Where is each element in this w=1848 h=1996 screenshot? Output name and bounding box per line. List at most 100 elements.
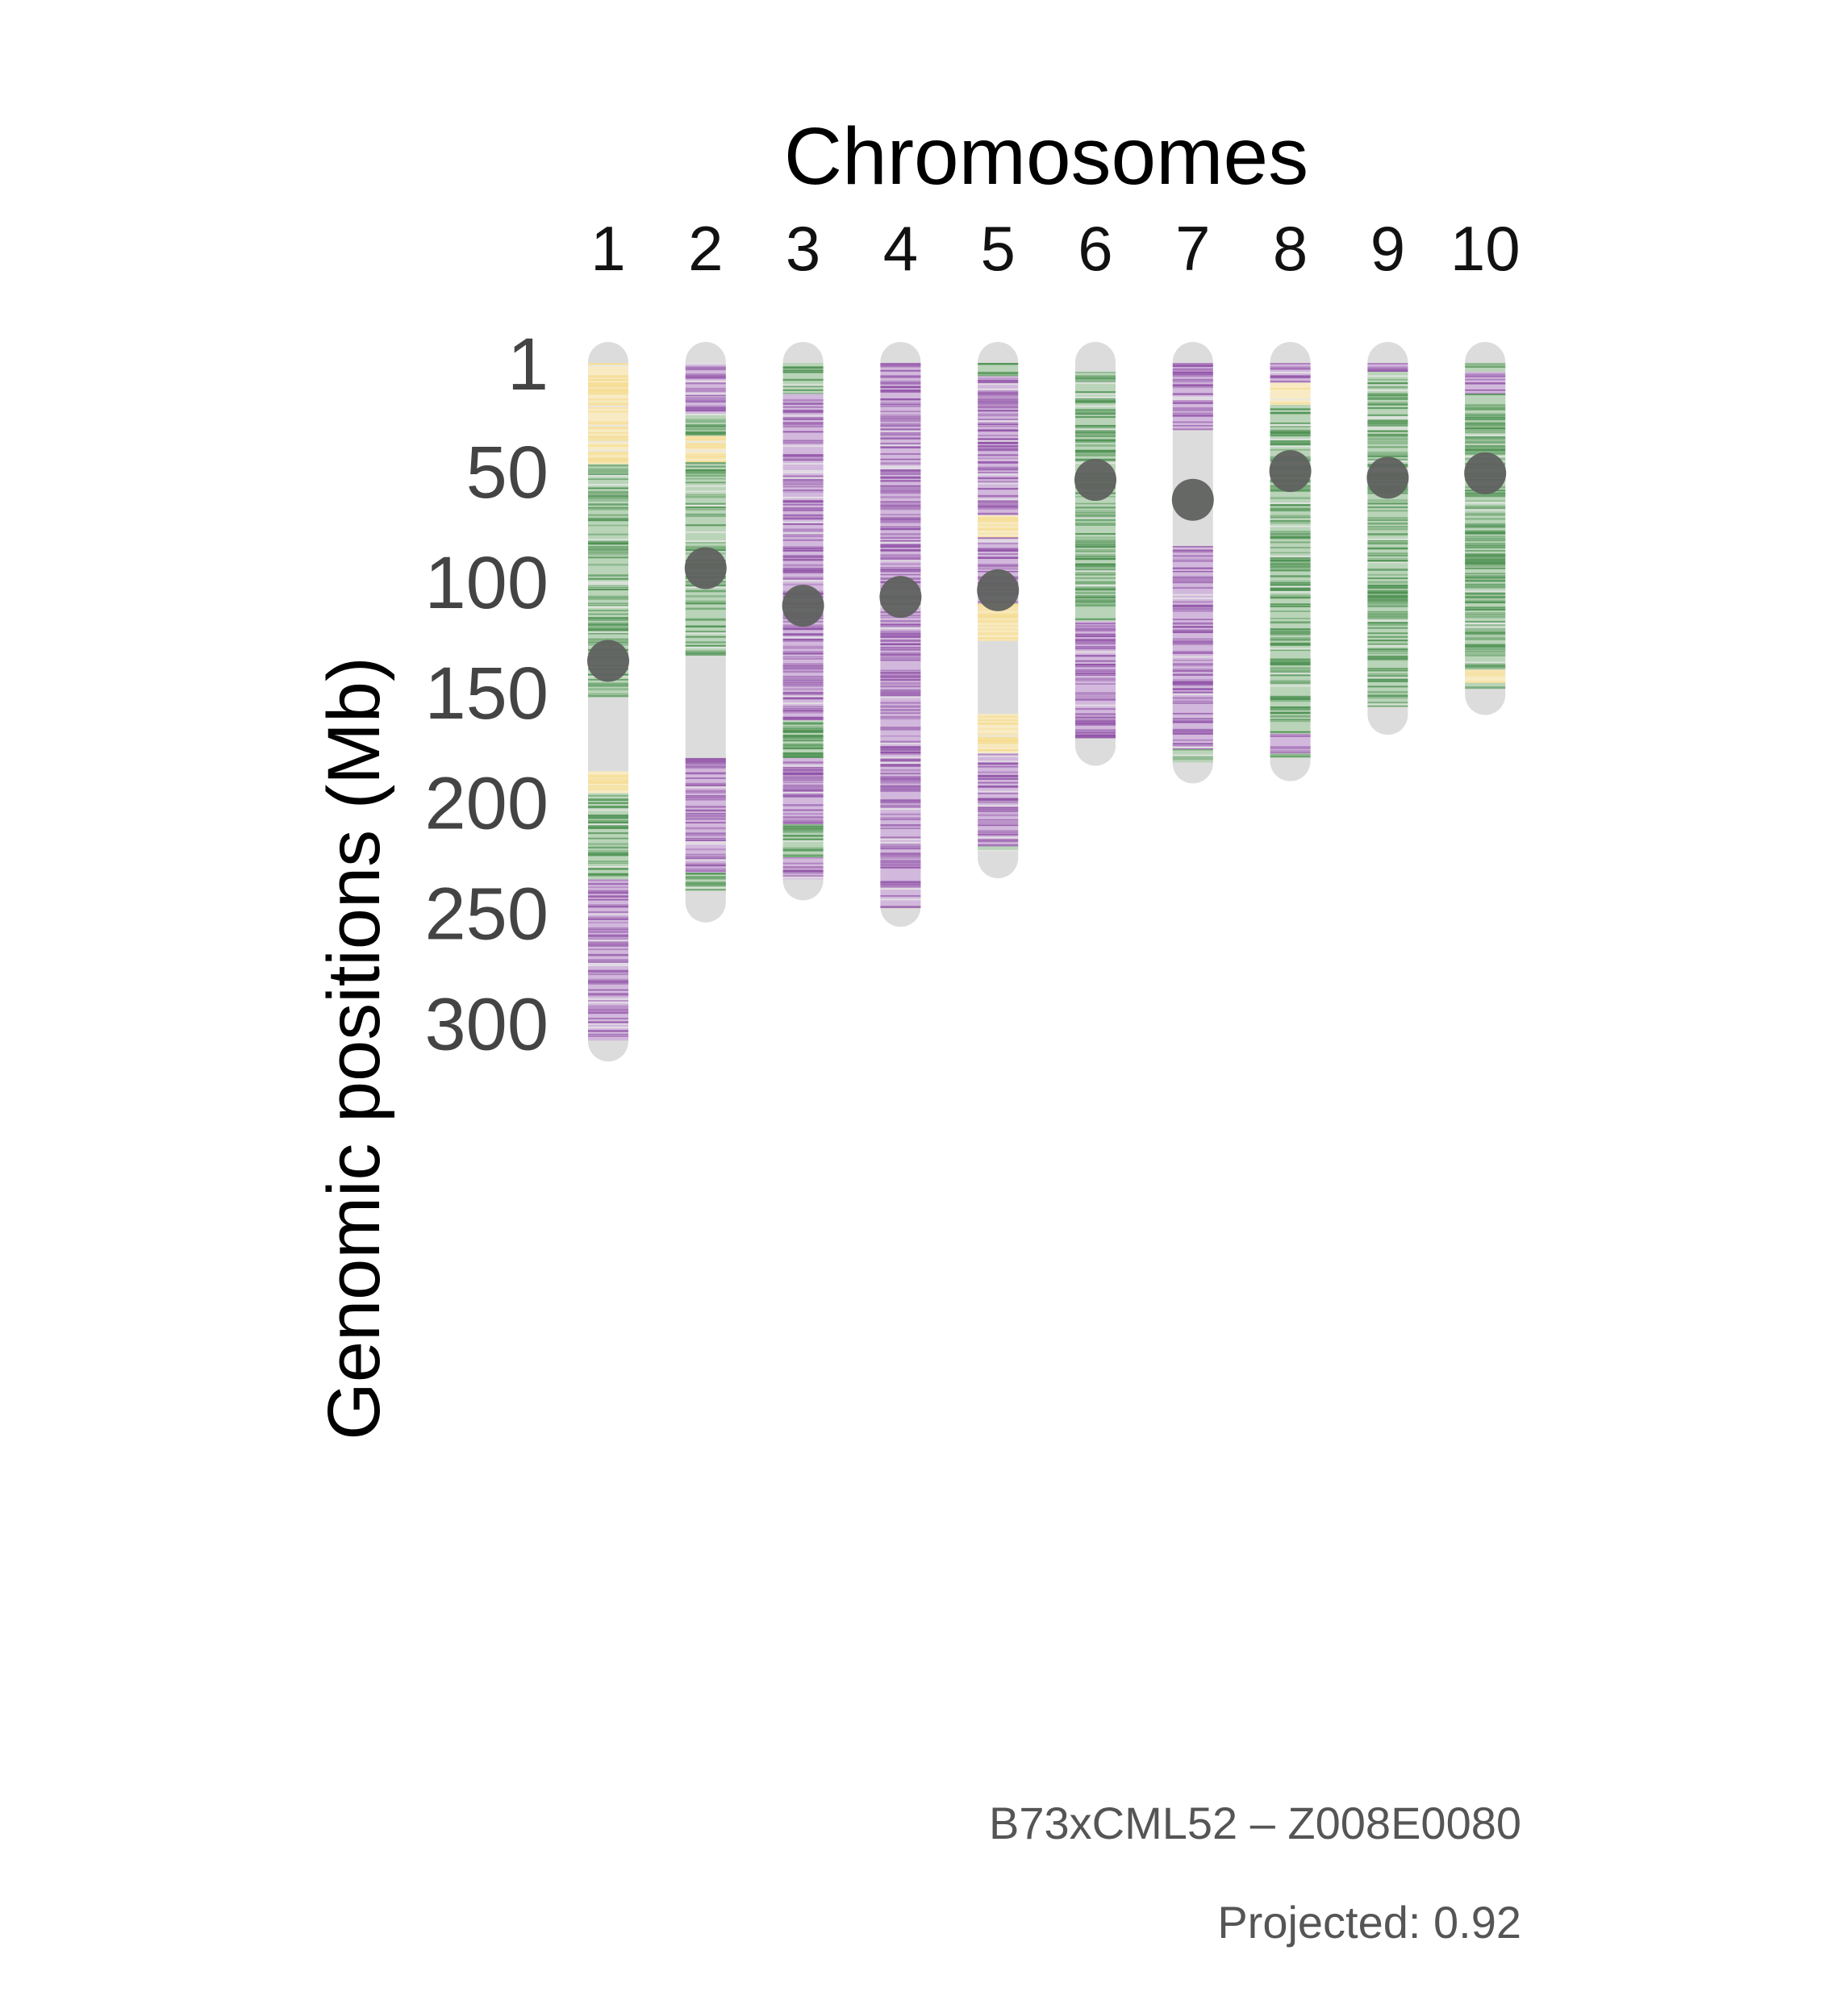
marker-line bbox=[978, 839, 1019, 841]
marker-line bbox=[1270, 566, 1311, 569]
marker-line bbox=[588, 398, 628, 401]
marker-line bbox=[1075, 433, 1116, 436]
marker-line bbox=[978, 819, 1019, 821]
marker-line bbox=[588, 423, 628, 425]
marker-line bbox=[588, 906, 628, 908]
marker-line bbox=[782, 423, 824, 426]
marker-line bbox=[782, 729, 824, 732]
marker-line bbox=[588, 815, 628, 817]
marker-line bbox=[1270, 603, 1311, 606]
marker-line bbox=[978, 466, 1019, 469]
marker-line bbox=[588, 551, 628, 554]
marker-line bbox=[685, 431, 726, 434]
marker-line bbox=[978, 765, 1019, 768]
marker-line bbox=[978, 454, 1019, 456]
marker-line bbox=[880, 533, 921, 535]
marker-line bbox=[685, 881, 726, 884]
marker-line bbox=[1465, 573, 1506, 574]
marker-gap bbox=[978, 473, 1019, 476]
marker-line bbox=[880, 569, 921, 571]
marker-line bbox=[880, 403, 921, 406]
marker-line bbox=[1075, 679, 1116, 681]
marker-line bbox=[782, 711, 824, 714]
marker-line bbox=[1270, 515, 1311, 517]
marker-gap bbox=[880, 842, 921, 844]
marker-gap bbox=[978, 540, 1019, 543]
marker-line bbox=[978, 738, 1019, 741]
marker-line bbox=[1367, 453, 1408, 455]
marker-line bbox=[978, 762, 1019, 765]
marker-line bbox=[1270, 516, 1311, 519]
marker-gap bbox=[1367, 561, 1408, 564]
marker-line bbox=[1270, 402, 1311, 405]
marker-line bbox=[1172, 610, 1213, 612]
marker-line bbox=[782, 556, 824, 559]
marker-line bbox=[588, 891, 628, 894]
marker-line bbox=[1270, 568, 1311, 570]
marker-line bbox=[978, 503, 1019, 506]
marker-line bbox=[880, 526, 921, 528]
marker-gap bbox=[782, 636, 824, 639]
marker-gap bbox=[685, 413, 726, 415]
marker-line bbox=[1270, 538, 1311, 540]
marker-line bbox=[1172, 732, 1213, 735]
marker-line bbox=[880, 790, 921, 793]
marker-line bbox=[880, 405, 921, 407]
marker-line bbox=[978, 363, 1019, 365]
marker-line bbox=[1172, 363, 1213, 365]
marker-line bbox=[1270, 649, 1311, 652]
marker-line bbox=[1367, 584, 1408, 587]
marker-line bbox=[880, 385, 921, 389]
marker-line bbox=[588, 444, 628, 448]
marker-line bbox=[880, 410, 921, 413]
marker-line bbox=[978, 781, 1019, 784]
marker-line bbox=[1367, 557, 1408, 560]
marker-line bbox=[1075, 669, 1116, 672]
marker-line bbox=[1367, 597, 1408, 599]
marker-line bbox=[1075, 581, 1116, 584]
marker-line bbox=[1172, 748, 1213, 750]
marker-line bbox=[782, 871, 824, 874]
marker-line bbox=[1270, 381, 1311, 383]
marker-line bbox=[588, 478, 628, 480]
marker-line bbox=[880, 764, 921, 766]
marker-line bbox=[588, 927, 628, 930]
marker-line bbox=[1172, 551, 1213, 553]
centromere-marker bbox=[587, 640, 629, 682]
marker-line bbox=[588, 632, 628, 635]
marker-gap bbox=[782, 496, 824, 498]
marker-line bbox=[588, 931, 628, 933]
marker-line bbox=[685, 424, 726, 427]
marker-line bbox=[1465, 436, 1506, 438]
marker-line bbox=[782, 385, 824, 388]
marker-line bbox=[588, 843, 628, 846]
marker-line bbox=[782, 485, 824, 488]
marker-line bbox=[1465, 638, 1506, 640]
marker-line bbox=[880, 852, 921, 855]
chromosome-3 bbox=[782, 342, 824, 901]
marker-line bbox=[685, 495, 726, 498]
marker-line bbox=[1465, 382, 1506, 385]
marker-line bbox=[1270, 660, 1311, 662]
marker-line bbox=[782, 694, 824, 696]
marker-gap bbox=[978, 836, 1019, 839]
marker-gap bbox=[1367, 384, 1408, 386]
marker-line bbox=[588, 882, 628, 885]
marker-line bbox=[588, 789, 628, 790]
marker-line bbox=[880, 854, 921, 857]
marker-line bbox=[588, 493, 628, 495]
marker-line bbox=[588, 586, 628, 589]
marker-line bbox=[1270, 706, 1311, 709]
marker-line bbox=[685, 862, 726, 865]
marker-line bbox=[782, 829, 824, 832]
marker-line bbox=[685, 772, 726, 775]
marker-gap bbox=[588, 965, 628, 967]
marker-gap bbox=[1270, 502, 1311, 505]
marker-line bbox=[880, 453, 921, 455]
marker-line bbox=[880, 402, 921, 404]
marker-line bbox=[978, 830, 1019, 832]
marker-line bbox=[1172, 409, 1213, 412]
marker-line bbox=[1367, 659, 1408, 661]
marker-line bbox=[880, 527, 921, 531]
marker-line bbox=[588, 982, 628, 985]
